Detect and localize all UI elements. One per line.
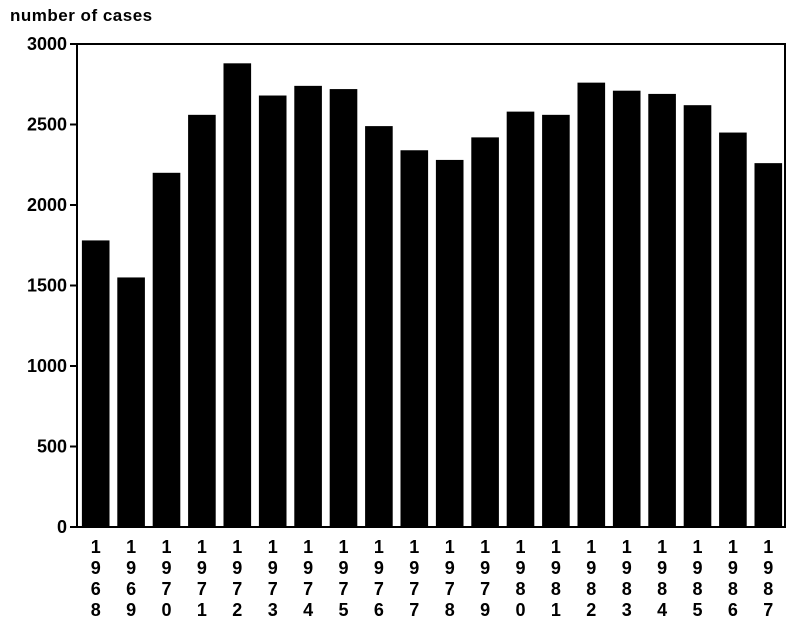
bar-1974 xyxy=(294,85,322,528)
y-tick-label: 1500 xyxy=(27,276,67,296)
bar-1985 xyxy=(683,105,712,528)
bar-1982 xyxy=(577,82,606,527)
bar-1984 xyxy=(648,93,676,527)
bar-1969 xyxy=(117,277,145,527)
bar-1968 xyxy=(81,240,110,528)
bar-1977 xyxy=(400,150,429,527)
bar-1970 xyxy=(152,172,181,528)
bar-1978 xyxy=(435,159,464,528)
bar-1986 xyxy=(719,132,747,528)
bar-1979 xyxy=(471,137,499,527)
y-tick-label: 3000 xyxy=(27,34,67,54)
bar-1981 xyxy=(542,114,570,527)
y-tick-label: 0 xyxy=(57,517,67,537)
y-tick-label: 2500 xyxy=(27,115,67,135)
bar-1972 xyxy=(223,63,252,527)
bar-1980 xyxy=(506,111,535,528)
bar-1983 xyxy=(612,90,641,527)
y-tick-label: 1000 xyxy=(27,356,67,376)
y-tick-label: 500 xyxy=(37,437,67,457)
bar-1976 xyxy=(365,126,393,528)
bar-1987 xyxy=(754,163,783,527)
y-tick-label: 2000 xyxy=(27,195,67,215)
bar-1971 xyxy=(188,114,216,527)
plot-frame xyxy=(76,43,786,528)
y-axis-label: number of cases xyxy=(10,6,153,25)
bar-1973 xyxy=(258,95,287,528)
bar-1975 xyxy=(329,89,358,527)
